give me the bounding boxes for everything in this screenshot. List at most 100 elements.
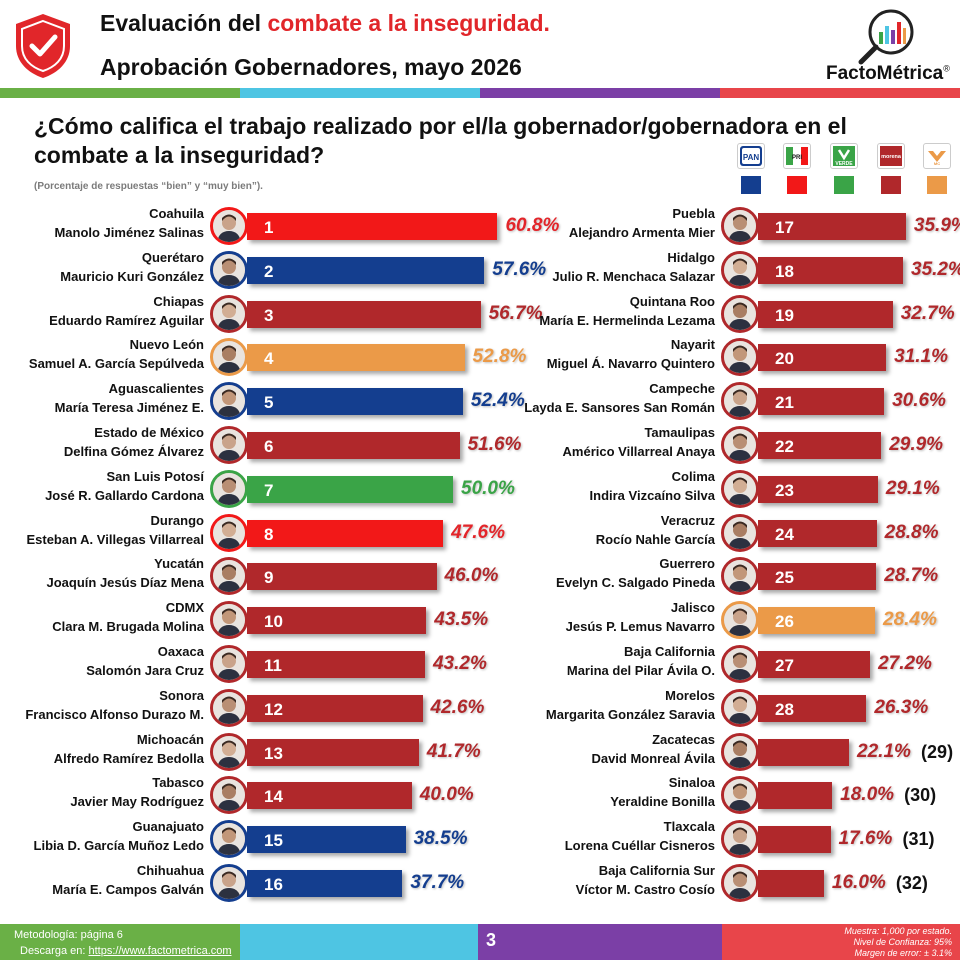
state-name: Tabasco: [152, 775, 204, 791]
footer-segment-green: [0, 924, 240, 960]
rank-label: (29): [921, 741, 954, 762]
state-name: Tlaxcala: [663, 819, 715, 835]
governor-name: Joaquín Jesús Díaz Mena: [46, 575, 205, 591]
rank-number: 11: [264, 656, 282, 675]
governor-photo-icon: [721, 776, 759, 815]
approval-bar: [758, 300, 893, 328]
governor-photo-icon: [721, 338, 759, 377]
governor-name: Alejandro Armenta Mier: [568, 225, 715, 240]
governor-photo-icon: [210, 207, 248, 245]
chart-row: Sonora Francisco Alfonso Durazo M. 12 42.6%: [0, 688, 960, 728]
percentage-label: 43.2%: [432, 653, 487, 674]
percentage-label: 50.0%: [461, 477, 515, 499]
governor-photo-icon: [721, 469, 759, 508]
approval-bar: [758, 213, 906, 240]
rank-number: 5: [264, 393, 274, 413]
governor-photo-icon: [721, 557, 759, 596]
rank-number: 13: [264, 743, 283, 763]
state-name: Quintana Roo: [629, 293, 715, 309]
svg-text:PAN: PAN: [743, 153, 760, 162]
governor-name: Salomón Jara Cruz: [86, 663, 204, 678]
chart-row: Michoacán Alfredo Ramírez Bedolla 13 41.7%: [0, 732, 960, 772]
approval-bar: [247, 432, 460, 459]
approval-bar: [758, 607, 875, 635]
approval-bar: [758, 563, 877, 591]
state-name: Chiapas: [153, 293, 204, 309]
rank-number: 26: [775, 612, 794, 632]
approval-bar: [247, 475, 453, 503]
svg-text:MC: MC: [934, 161, 940, 166]
governor-name: Javier May Rodríguez: [70, 794, 204, 810]
governor-name: María E. Campos Galván: [52, 882, 204, 897]
governor-photo-icon: [721, 645, 759, 683]
approval-bar: [247, 256, 485, 284]
state-name: Yucatán: [154, 556, 204, 572]
approval-bar: [758, 388, 885, 416]
rank-number: 23: [775, 480, 794, 500]
governor-photo-icon: [210, 601, 248, 640]
percentage-label: 60.8%: [505, 215, 560, 236]
chart-row: Durango Esteban A. Villegas Villarreal 8 47…: [0, 513, 960, 553]
governor-name: Marina del Pilar Ávila O.: [566, 663, 715, 678]
rank-number: 2: [264, 261, 274, 281]
governor-photo-icon: [210, 557, 248, 596]
state-name: Durango: [150, 512, 204, 528]
rank-number: 1: [264, 218, 274, 237]
governor-photo-icon: [210, 469, 248, 508]
rank-number: 4: [264, 349, 274, 369]
percentage-label: 29.9%: [889, 434, 944, 455]
governor-photo-icon: [210, 864, 248, 902]
verde-logo-icon: VERDE: [830, 143, 858, 169]
percentage-label: 28.4%: [883, 609, 937, 631]
svg-text:morena: morena: [881, 154, 902, 160]
factometrica-logo-icon: [858, 9, 914, 65]
state-name: San Luis Potosí: [106, 468, 204, 484]
governor-name: Yeraldine Bonilla: [610, 794, 715, 810]
state-name: Campeche: [649, 381, 715, 397]
approval-bar: [758, 694, 867, 722]
state-name: Nayarit: [670, 337, 715, 353]
governor-photo-icon: [721, 820, 759, 859]
state-name: Chihuahua: [136, 863, 204, 878]
rank-number: 27: [775, 656, 794, 675]
methodology-note: Metodología: página 6: [14, 929, 123, 941]
footer-segment-cyan: [240, 924, 478, 960]
governor-name: Indira Vizcaíno Silva: [589, 487, 715, 503]
approval-bar: [758, 519, 877, 547]
chart-row: Guerrero Evelyn C. Salgado Pineda 25 28.7%: [0, 556, 960, 596]
pan-color-swatch: [741, 176, 761, 194]
mc-color-swatch: [927, 176, 947, 194]
approval-bar: [247, 213, 498, 240]
chart-row: Nuevo León Samuel A. García Sepúlveda 4 52.…: [0, 337, 960, 377]
percentage-label: 40.0%: [419, 784, 474, 806]
governor-photo-icon: [721, 382, 759, 421]
percentage-label: 38.5%: [413, 828, 468, 850]
approval-bar: [758, 826, 831, 854]
governor-name: Margarita González Saravia: [545, 706, 715, 722]
morena-logo-icon: morena: [877, 143, 905, 169]
governor-photo-icon: [210, 688, 248, 727]
percentage-label: 22.1%: [857, 740, 911, 762]
rank-number: 8: [264, 524, 274, 544]
pan-logo-icon: PAN: [737, 143, 765, 169]
governor-name: Libia D. García Muñoz Ledo: [33, 838, 204, 854]
morena-color-swatch: [881, 176, 901, 194]
chart-row: Jalisco Jesús P. Lemus Navarro 26 28.4%: [0, 600, 960, 640]
governor-name: Miguel Á. Navarro Quintero: [546, 356, 715, 372]
state-name: Nuevo León: [129, 337, 204, 353]
rank-number: 21: [775, 393, 794, 413]
governor-name: Eduardo Ramírez Aguilar: [49, 312, 204, 328]
governor-photo-icon: [721, 207, 759, 245]
percentage-label: 27.2%: [878, 653, 932, 674]
approval-bar: [758, 782, 833, 810]
governor-photo-icon: [210, 294, 248, 333]
chart-row: CDMX Clara M. Brugada Molina 10 43.5%: [0, 600, 960, 640]
svg-text:PRI: PRI: [792, 155, 802, 161]
governor-photo-icon: [210, 338, 248, 377]
percentage-label: 35.9%: [913, 215, 960, 236]
state-name: Zacatecas: [652, 731, 715, 747]
download-link[interactable]: https://www.factometrica.com: [88, 945, 232, 957]
state-name: Michoacán: [136, 731, 204, 747]
approval-bar: [247, 651, 425, 678]
state-name: Morelos: [665, 687, 715, 703]
